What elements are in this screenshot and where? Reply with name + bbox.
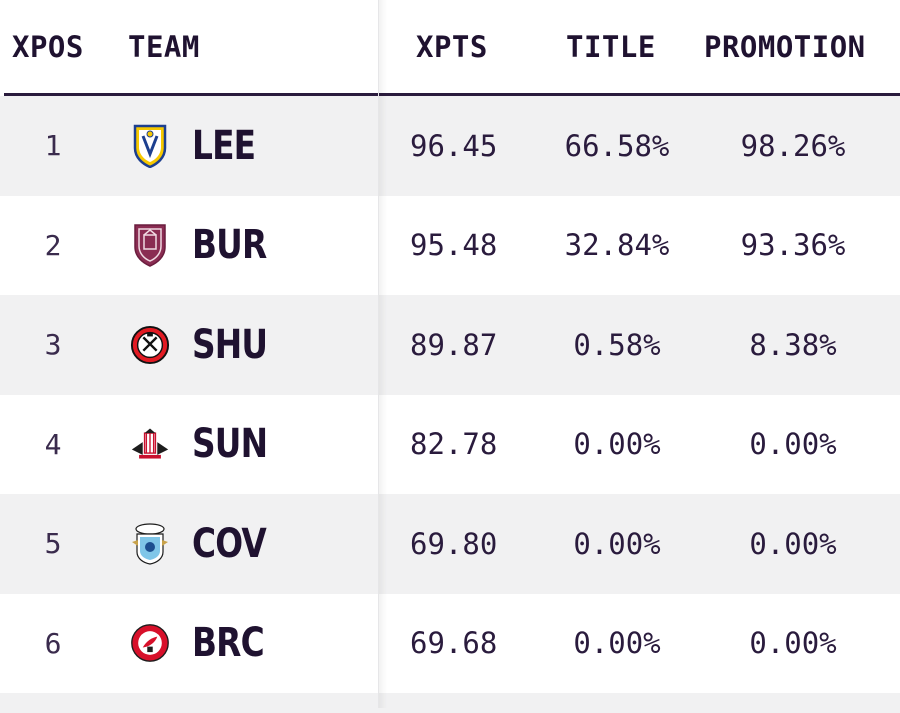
team-abbreviation: BRC: [192, 620, 265, 667]
xpts-cell: 69.68: [410, 626, 498, 661]
sunderland-crest-icon: [130, 395, 170, 495]
header-promotion[interactable]: PROMOTION: [704, 30, 866, 64]
title-cell: 66.58%: [564, 128, 670, 163]
header-divider: [4, 93, 900, 96]
position-cell: 6: [44, 626, 62, 660]
burnley-crest-icon: [130, 196, 170, 296]
table-body: 1 LEE 96.45 66.58% 98.26% 2: [0, 96, 900, 713]
promotion-cell: 93.36%: [740, 228, 846, 263]
position-cell: 2: [44, 228, 62, 262]
position-cell: 1: [44, 129, 62, 163]
header-xpos[interactable]: XPOS: [12, 30, 84, 64]
xpts-cell: 96.45: [410, 128, 498, 163]
table-row[interactable]: 1 LEE 96.45 66.58% 98.26%: [0, 96, 900, 196]
promotion-cell: 0.00%: [749, 526, 837, 561]
position-cell: 4: [44, 427, 62, 461]
title-cell: 0.00%: [573, 626, 661, 661]
promotion-cell: 98.26%: [740, 128, 846, 163]
title-cell: 0.00%: [573, 526, 661, 561]
sheffield-united-crest-icon: [130, 295, 170, 395]
title-cell: 0.00%: [573, 427, 661, 462]
team-abbreviation: SUN: [192, 421, 268, 468]
table-row[interactable]: 6 BRC 69.68 0.00% 0.00%: [0, 593, 900, 694]
table-row[interactable]: 5 COV 69.80 0.00% 0.00%: [0, 494, 900, 594]
team-abbreviation: COV: [192, 520, 267, 567]
position-cell: 5: [44, 527, 62, 561]
table-row[interactable]: 4 SUN 82.78 0.00% 0.00%: [0, 394, 900, 495]
header-team[interactable]: TEAM: [128, 30, 200, 64]
table-header: XPOS TEAM XPTS TITLE PROMOTION: [0, 0, 900, 95]
xpts-cell: 69.80: [410, 526, 498, 561]
promotion-cell: 0.00%: [749, 427, 837, 462]
leeds-crest-icon: [130, 96, 170, 196]
xpts-cell: 95.48: [410, 228, 498, 263]
position-cell: 3: [44, 328, 62, 362]
table-row[interactable]: 2 BUR 95.48 32.84% 93.36%: [0, 195, 900, 296]
title-cell: 32.84%: [564, 228, 670, 263]
title-cell: 0.58%: [573, 327, 661, 362]
promotion-cell: 8.38%: [749, 327, 837, 362]
xpts-cell: 82.78: [410, 427, 498, 462]
coventry-crest-icon: [130, 494, 170, 594]
team-abbreviation: SHU: [192, 321, 268, 368]
bristol-city-crest-icon: [130, 594, 170, 694]
team-abbreviation: LEE: [192, 122, 256, 169]
team-abbreviation: BUR: [192, 222, 267, 269]
promotion-cell: 0.00%: [749, 626, 837, 661]
column-divider: [378, 0, 387, 708]
table-row-partial: [0, 693, 900, 713]
xpts-cell: 89.87: [410, 327, 498, 362]
header-title[interactable]: TITLE: [566, 30, 656, 64]
table-row[interactable]: 3 SHU 89.87 0.58% 8.38%: [0, 295, 900, 395]
header-xpts[interactable]: XPTS: [416, 30, 488, 64]
